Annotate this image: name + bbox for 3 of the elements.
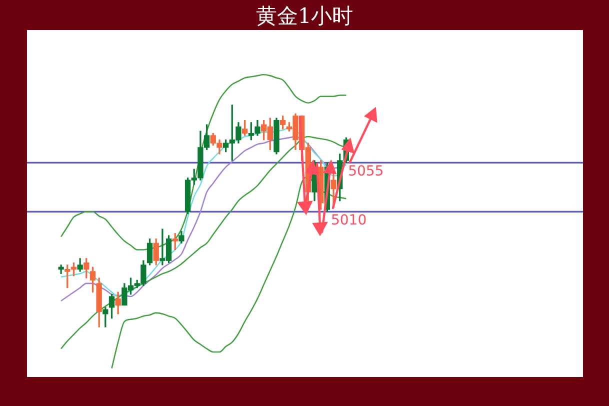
ref-line-label: 5055: [348, 163, 384, 180]
chart-title: 黄金1小时: [254, 3, 354, 30]
ref-line-label: 5010: [330, 212, 367, 228]
